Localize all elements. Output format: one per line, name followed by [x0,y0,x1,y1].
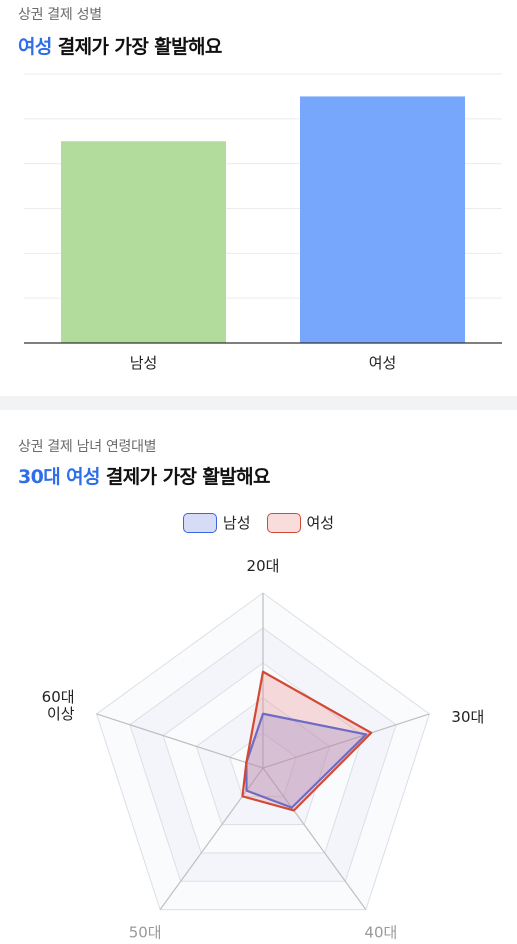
radar-axis-line [262,713,430,769]
radar-axis-label: 30대 [451,708,484,726]
bar-1 [61,141,226,343]
radar-series-area [241,670,373,812]
section-divider [0,396,517,410]
radar-axis-label-line: 이상 [47,705,75,723]
radar-axis-label-line: 40대 [364,924,397,942]
headline-accent: 30대 여성 [18,466,101,488]
chart-legend: 남성 여성 [0,512,517,533]
legend-swatch [182,512,217,533]
headline-accent: 여성 [18,36,52,58]
radar-axis-line [96,713,264,769]
radar-axis-line [159,767,264,910]
legend-label: 남성 [222,514,251,532]
legend-item[interactable]: 남성 [182,512,251,533]
x-tick-label: 남성 [130,354,158,372]
radar-axis-label-line: 30대 [451,708,484,726]
section-subtitle: 상권 결제 성별 [18,7,102,23]
radar-axis-label-line: 20대 [247,557,280,575]
gender-payment-section: 상권 결제 성별 여성 결제가 가장 활발해요 남성 여성 [0,0,517,396]
legend-swatch [266,512,301,533]
gender-bar-chart: 남성 여성 [24,73,502,372]
x-tick-label: 여성 [369,354,397,372]
age-radar-chart: 20대 30대 40대 50대 60대 이상 [42,557,485,942]
headline-text: 결제가 가장 활발해요 [51,36,223,58]
legend-label: 여성 [306,514,335,532]
section-headline: 30대 여성 결제가 가장 활발해요 [18,462,270,489]
radar-series-area [245,712,368,809]
radar-axis-label: 60대 이상 [42,688,75,723]
gender-age-payment-section: 상권 결제 남녀 연령대별 30대 여성 결제가 가장 활발해요 남성 여성 20… [0,410,517,944]
bar-2 [300,96,465,344]
legend-item[interactable]: 여성 [266,512,335,533]
radar-axis-line [262,767,367,910]
headline-text: 결제가 가장 활발해요 [99,466,271,488]
section-subtitle: 상권 결제 남녀 연령대별 [18,439,157,455]
section-headline: 여성 결제가 가장 활발해요 [18,32,222,59]
radar-axis-label: 20대 [247,557,280,575]
radar-axis-label: 40대 [364,924,397,942]
radar-axis-label-line: 60대 [42,688,75,706]
radar-axis-label: 50대 [129,924,162,942]
radar-axis-label-line: 50대 [129,924,162,942]
